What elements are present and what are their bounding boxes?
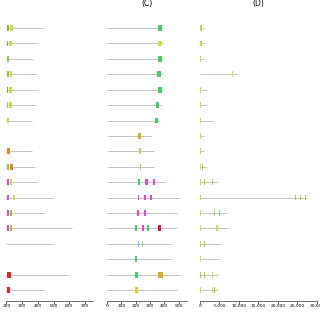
Text: (D): (D) <box>252 0 264 8</box>
Bar <box>158 226 161 231</box>
Bar <box>200 226 201 231</box>
Bar <box>200 256 201 262</box>
Bar <box>138 195 139 201</box>
Bar <box>10 226 12 231</box>
Bar <box>6 41 8 46</box>
Bar <box>200 241 201 247</box>
Bar <box>200 118 201 124</box>
Bar <box>148 226 149 231</box>
Bar <box>10 210 12 216</box>
Bar <box>156 102 159 108</box>
Bar <box>6 56 9 62</box>
Bar <box>200 25 201 31</box>
Bar <box>146 179 148 185</box>
Bar <box>9 87 12 93</box>
Bar <box>201 41 202 46</box>
Bar <box>202 164 203 170</box>
Bar <box>295 195 296 201</box>
Bar <box>135 287 138 293</box>
Bar <box>157 71 162 77</box>
Bar <box>200 87 201 93</box>
Bar <box>138 133 141 139</box>
Bar <box>305 195 306 201</box>
Bar <box>6 210 9 216</box>
Bar <box>200 179 201 185</box>
Bar <box>200 272 201 277</box>
Bar <box>6 195 9 201</box>
Bar <box>216 226 218 231</box>
Bar <box>150 195 152 201</box>
Bar <box>6 87 8 93</box>
Text: (C): (C) <box>141 0 153 8</box>
Bar <box>135 272 138 277</box>
Bar <box>153 179 155 185</box>
Bar <box>6 226 9 231</box>
Bar <box>204 241 205 247</box>
Bar <box>10 25 13 31</box>
Bar <box>138 241 139 247</box>
Bar <box>158 87 162 93</box>
Bar <box>158 56 162 62</box>
Bar <box>158 41 162 46</box>
Bar <box>200 164 201 170</box>
Bar <box>200 56 201 62</box>
Bar <box>10 179 12 185</box>
Bar <box>158 25 162 31</box>
Bar <box>200 210 201 216</box>
Bar <box>6 287 10 293</box>
Bar <box>11 164 13 170</box>
Bar <box>200 195 201 201</box>
Bar <box>144 195 146 201</box>
Bar <box>135 226 137 231</box>
Bar <box>155 118 158 124</box>
Bar <box>9 41 12 46</box>
Bar <box>232 71 233 77</box>
Bar <box>200 287 201 293</box>
Bar <box>212 287 213 293</box>
Bar <box>9 102 12 108</box>
Bar <box>6 148 10 154</box>
Bar <box>139 148 141 154</box>
Bar <box>200 102 201 108</box>
Bar <box>202 87 203 93</box>
Bar <box>140 164 141 170</box>
Bar <box>200 133 201 139</box>
Bar <box>214 210 215 216</box>
Bar <box>200 148 201 154</box>
Bar <box>6 272 11 277</box>
Bar <box>142 241 143 247</box>
Bar <box>214 287 215 293</box>
Bar <box>6 164 9 170</box>
Bar <box>201 25 202 31</box>
Bar <box>142 226 144 231</box>
Bar <box>6 179 9 185</box>
Bar <box>212 272 213 277</box>
Bar <box>6 118 9 124</box>
Bar <box>144 210 146 216</box>
Bar <box>10 71 12 77</box>
Bar <box>138 210 139 216</box>
Bar <box>6 25 9 31</box>
Bar <box>158 272 163 277</box>
Bar <box>135 256 137 262</box>
Bar <box>13 195 15 201</box>
Bar <box>200 41 201 46</box>
Bar <box>6 71 9 77</box>
Bar <box>138 179 140 185</box>
Bar <box>6 102 8 108</box>
Bar <box>212 179 213 185</box>
Bar <box>300 195 301 201</box>
